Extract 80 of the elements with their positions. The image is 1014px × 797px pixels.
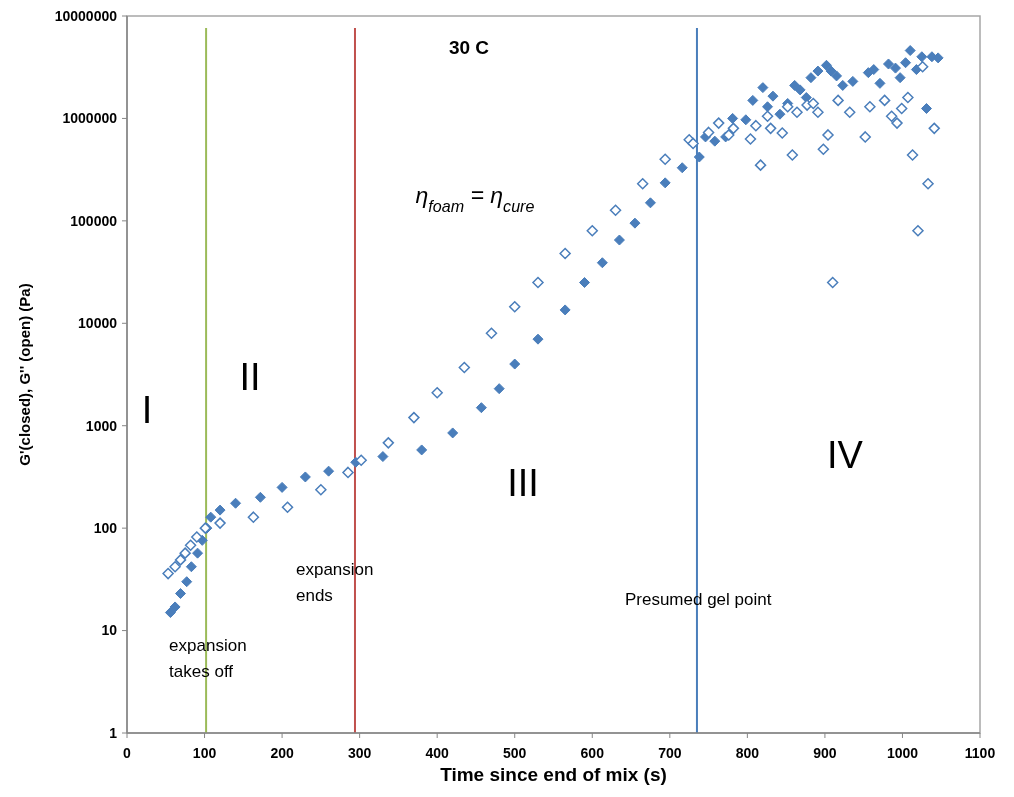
point bbox=[485, 327, 498, 339]
point bbox=[174, 554, 187, 566]
annotation: I bbox=[141, 389, 153, 432]
point bbox=[895, 102, 908, 115]
point bbox=[458, 361, 471, 374]
point bbox=[431, 386, 443, 399]
point bbox=[636, 178, 649, 190]
y-tick-label: 100 bbox=[93, 520, 118, 537]
x-tick-label: 400 bbox=[425, 745, 450, 761]
point bbox=[559, 247, 571, 260]
point bbox=[859, 131, 871, 143]
point bbox=[191, 531, 203, 543]
point bbox=[791, 106, 803, 118]
point bbox=[382, 437, 395, 449]
x-tick-label: 700 bbox=[658, 745, 682, 761]
point bbox=[315, 484, 327, 496]
point bbox=[214, 517, 226, 529]
x-tick-label: 900 bbox=[813, 745, 837, 761]
point bbox=[342, 466, 354, 479]
y-tick-label: 100000 bbox=[70, 212, 118, 229]
point bbox=[712, 117, 725, 129]
point bbox=[162, 567, 174, 580]
point bbox=[878, 94, 891, 107]
point bbox=[754, 159, 767, 171]
x-tick-label: 200 bbox=[270, 745, 294, 761]
point bbox=[906, 149, 919, 161]
point bbox=[843, 106, 856, 118]
y-tick-label: 1000000 bbox=[62, 110, 118, 127]
point bbox=[744, 133, 757, 145]
point bbox=[761, 110, 774, 123]
x-tick-label: 800 bbox=[735, 745, 760, 761]
point bbox=[750, 119, 762, 132]
point bbox=[659, 153, 671, 165]
annotation: III bbox=[507, 462, 539, 505]
point bbox=[184, 539, 197, 552]
x-tick-label: 600 bbox=[580, 745, 605, 761]
x-axis-title: Time since end of mix (s) bbox=[440, 764, 667, 785]
x-tick-label: 1100 bbox=[964, 745, 996, 761]
point bbox=[247, 511, 260, 523]
point bbox=[179, 547, 191, 559]
point bbox=[532, 276, 544, 289]
point bbox=[764, 122, 777, 135]
y-tick-label: 1 bbox=[109, 724, 118, 741]
point bbox=[864, 101, 876, 113]
annotation: IV bbox=[827, 434, 864, 477]
annotation: η$_{foam}$ = η$_{cure}$ bbox=[415, 182, 535, 216]
point bbox=[786, 149, 799, 161]
point bbox=[687, 137, 699, 150]
y-axis-title: G'(closed), G'' (open) (Pa) bbox=[16, 283, 33, 466]
point bbox=[928, 122, 940, 135]
point bbox=[912, 225, 924, 237]
x-tick-label: 0 bbox=[123, 745, 132, 761]
point bbox=[891, 117, 903, 129]
y-tick-label: 10000000 bbox=[54, 7, 118, 24]
point bbox=[817, 143, 830, 156]
text: 30 C bbox=[448, 37, 490, 58]
annotation: II bbox=[239, 356, 261, 399]
point bbox=[812, 106, 824, 118]
x-tick-label: 100 bbox=[192, 745, 217, 761]
x-tick-label: 1000 bbox=[886, 745, 919, 761]
point bbox=[508, 301, 521, 313]
x-tick-label: 300 bbox=[347, 745, 372, 761]
point bbox=[408, 411, 420, 424]
y-tick-label: 10 bbox=[101, 622, 118, 639]
y-tick-label: 1000 bbox=[85, 417, 118, 434]
point bbox=[281, 501, 294, 513]
point bbox=[826, 276, 839, 289]
point bbox=[169, 560, 181, 573]
point bbox=[609, 204, 622, 216]
point bbox=[922, 178, 934, 190]
point bbox=[832, 94, 844, 107]
point bbox=[885, 110, 898, 123]
point bbox=[586, 225, 599, 237]
point bbox=[807, 97, 820, 110]
point bbox=[822, 129, 834, 141]
y-tick-label: 10000 bbox=[78, 315, 118, 332]
point bbox=[727, 122, 740, 135]
point bbox=[776, 127, 789, 139]
x-tick-label: 500 bbox=[503, 745, 527, 761]
point bbox=[902, 91, 914, 104]
